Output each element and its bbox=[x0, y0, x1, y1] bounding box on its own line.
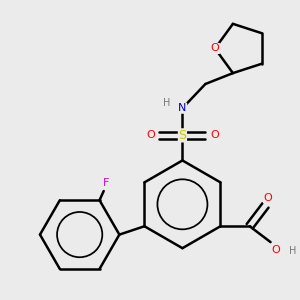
Text: O: O bbox=[210, 130, 219, 140]
Text: S: S bbox=[178, 129, 186, 142]
Text: H: H bbox=[163, 98, 170, 108]
Text: N: N bbox=[178, 103, 187, 113]
Text: O: O bbox=[146, 130, 154, 140]
Text: O: O bbox=[263, 193, 272, 203]
Text: H: H bbox=[290, 246, 297, 256]
Text: O: O bbox=[271, 244, 280, 255]
Text: O: O bbox=[211, 44, 219, 53]
Text: F: F bbox=[103, 178, 109, 188]
